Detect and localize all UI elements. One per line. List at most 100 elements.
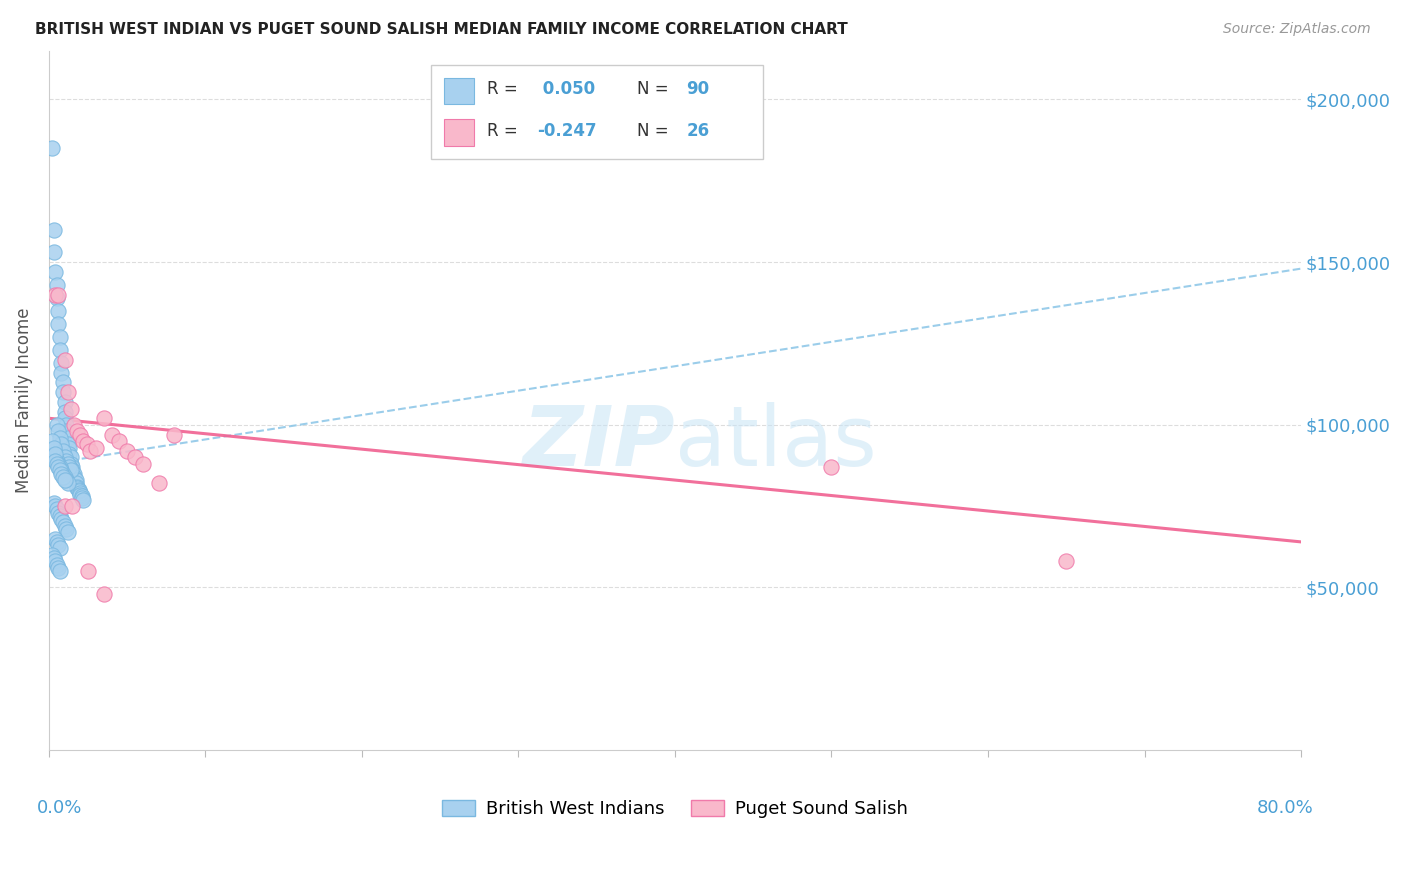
Point xyxy=(820,460,842,475)
Point xyxy=(58,441,80,455)
Point xyxy=(69,486,91,500)
Point xyxy=(63,470,86,484)
Point xyxy=(53,518,76,533)
Point xyxy=(53,473,76,487)
Point xyxy=(48,457,70,471)
Point xyxy=(56,457,79,471)
Point xyxy=(42,551,65,566)
Point xyxy=(76,437,98,451)
Point xyxy=(53,352,76,367)
Point xyxy=(52,470,75,484)
Point xyxy=(44,532,66,546)
Point xyxy=(42,443,65,458)
Point xyxy=(52,516,75,530)
Point xyxy=(49,541,72,556)
Point xyxy=(70,489,93,503)
Point xyxy=(63,467,86,481)
Point xyxy=(115,443,138,458)
Point xyxy=(45,502,67,516)
Point xyxy=(1054,554,1077,568)
Point xyxy=(45,291,67,305)
Point xyxy=(58,447,80,461)
Point xyxy=(59,450,82,465)
Point xyxy=(44,450,66,465)
Point xyxy=(132,457,155,471)
Point xyxy=(45,453,67,467)
Text: Source: ZipAtlas.com: Source: ZipAtlas.com xyxy=(1223,22,1371,37)
Point xyxy=(45,457,67,471)
Point xyxy=(49,343,72,357)
Point xyxy=(55,425,77,439)
Point xyxy=(49,508,72,523)
Point xyxy=(70,491,93,505)
Text: 0.0%: 0.0% xyxy=(37,799,82,817)
Point xyxy=(51,512,73,526)
Point xyxy=(56,437,79,451)
Point xyxy=(51,366,73,380)
Point xyxy=(55,522,77,536)
Point xyxy=(48,460,70,475)
Point xyxy=(67,484,90,499)
Point xyxy=(44,499,66,513)
Point xyxy=(51,437,73,451)
Point xyxy=(56,476,79,491)
Point xyxy=(51,463,73,477)
Point xyxy=(45,535,67,549)
Point xyxy=(124,450,146,465)
Point xyxy=(62,499,84,513)
Point xyxy=(52,443,75,458)
Point xyxy=(53,405,76,419)
Point xyxy=(65,476,87,491)
Point xyxy=(49,463,72,477)
Point xyxy=(69,488,91,502)
Point xyxy=(148,476,170,491)
Point xyxy=(51,356,73,370)
Point xyxy=(44,287,66,301)
Legend: British West Indians, Puget Sound Salish: British West Indians, Puget Sound Salish xyxy=(436,792,915,825)
Point xyxy=(66,481,89,495)
Point xyxy=(42,245,65,260)
Point xyxy=(44,265,66,279)
Point xyxy=(44,447,66,461)
Point xyxy=(72,492,94,507)
Point xyxy=(42,222,65,236)
Point xyxy=(69,427,91,442)
Point xyxy=(56,385,79,400)
Point xyxy=(77,564,100,578)
Point xyxy=(55,473,77,487)
Text: ZIP: ZIP xyxy=(523,402,675,483)
Point xyxy=(62,460,84,475)
Point xyxy=(66,480,89,494)
Point xyxy=(42,496,65,510)
Point xyxy=(53,499,76,513)
Point xyxy=(108,434,131,448)
Point xyxy=(48,538,70,552)
Point xyxy=(163,427,186,442)
Point xyxy=(100,427,122,442)
Point xyxy=(41,548,63,562)
Point xyxy=(48,425,70,439)
Point xyxy=(42,441,65,455)
Point xyxy=(55,417,77,432)
Point xyxy=(59,457,82,471)
Point xyxy=(49,460,72,475)
Point xyxy=(53,450,76,465)
Point xyxy=(49,431,72,445)
Point xyxy=(44,453,66,467)
Point xyxy=(59,463,82,477)
Point xyxy=(52,376,75,390)
Text: 80.0%: 80.0% xyxy=(1257,799,1313,817)
Point xyxy=(53,411,76,425)
Point xyxy=(41,434,63,448)
Point xyxy=(44,554,66,568)
Point xyxy=(62,463,84,477)
Point xyxy=(48,506,70,520)
Point xyxy=(63,417,86,432)
Point xyxy=(51,467,73,481)
Point xyxy=(59,401,82,416)
Point xyxy=(93,587,115,601)
Point xyxy=(56,525,79,540)
Point xyxy=(65,473,87,487)
Point xyxy=(45,417,67,432)
Point xyxy=(79,443,101,458)
